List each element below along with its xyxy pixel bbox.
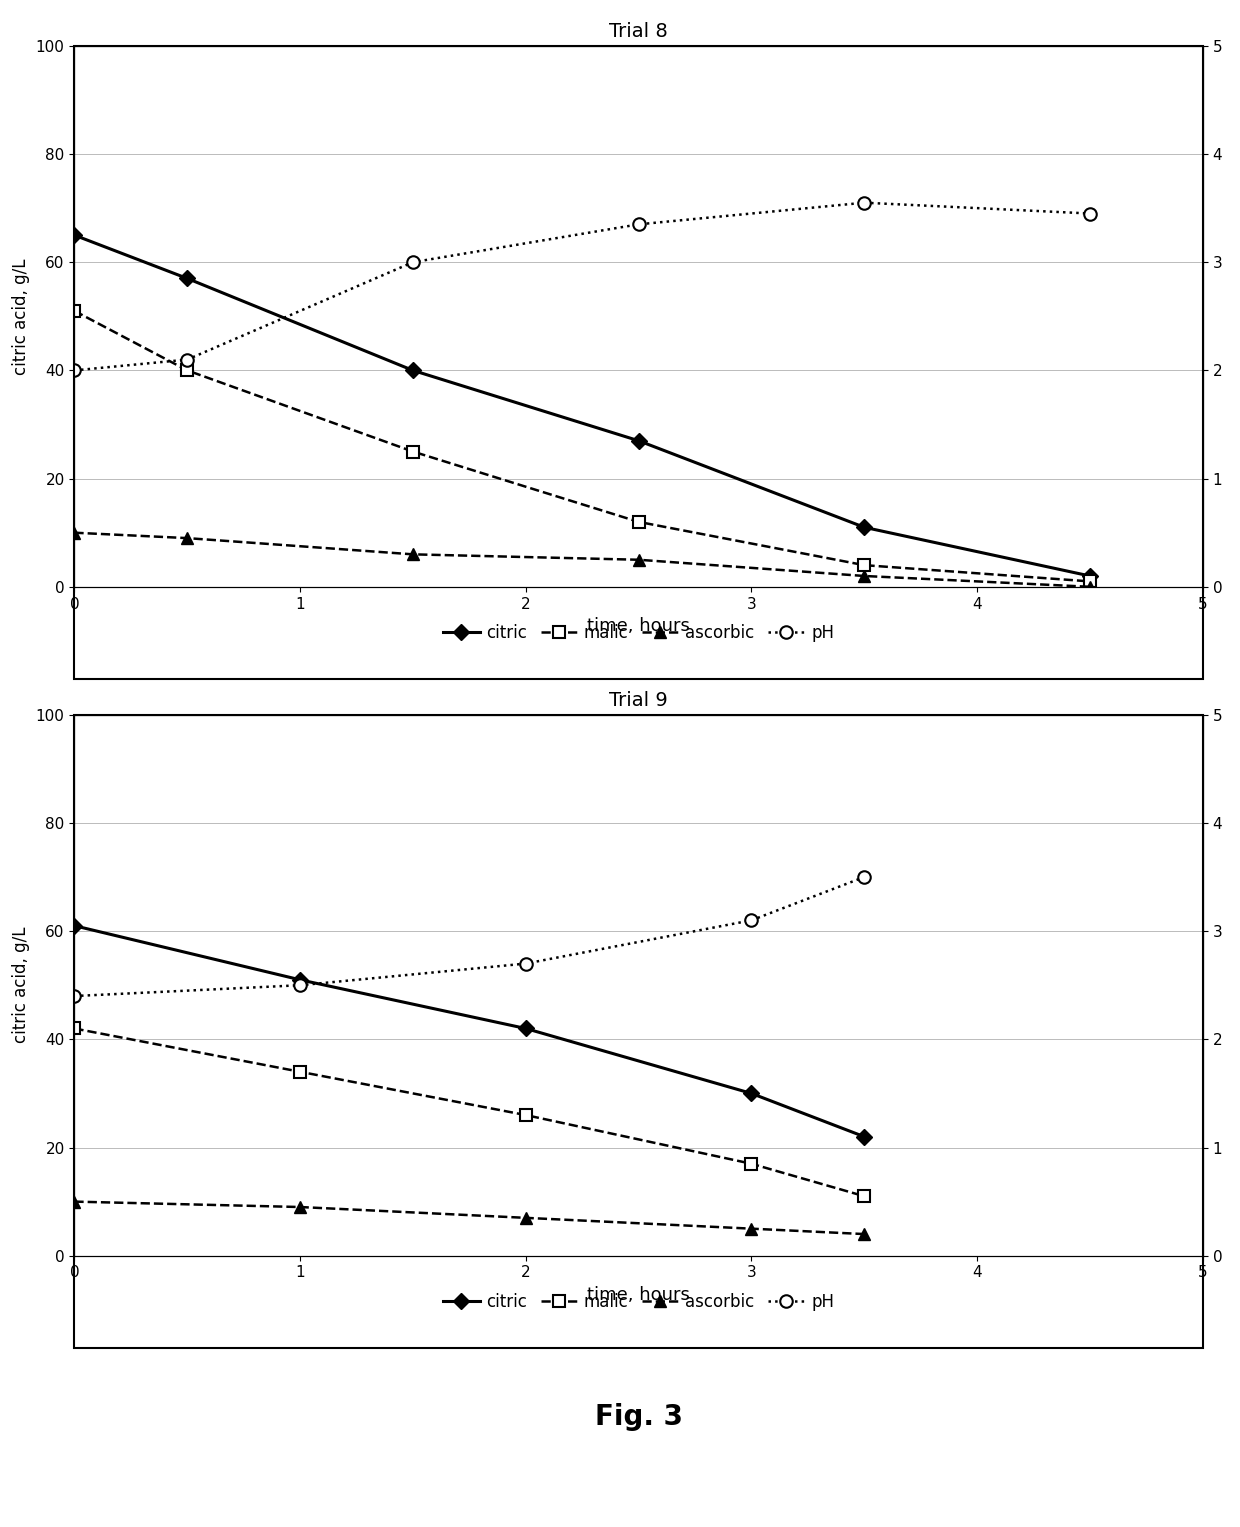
pH: [293, 976, 308, 994]
citric: [405, 362, 420, 380]
ascorbic: [631, 551, 646, 570]
pH: [405, 253, 420, 272]
malic: [67, 1020, 82, 1038]
pH: [631, 215, 646, 234]
citric: [631, 432, 646, 450]
pH: [180, 350, 195, 368]
Title: Trial 9: Trial 9: [609, 692, 668, 710]
Y-axis label: citric acid, g/L: citric acid, g/L: [12, 927, 30, 1043]
citric: [293, 971, 308, 989]
ascorbic: [518, 1209, 533, 1228]
Line: ascorbic: ascorbic: [69, 527, 1095, 592]
malic: [67, 302, 82, 321]
pH: [1083, 205, 1097, 223]
malic: [744, 1154, 759, 1173]
ascorbic: [857, 567, 872, 585]
malic: [857, 556, 872, 574]
citric: [67, 226, 82, 244]
Text: Fig. 3: Fig. 3: [595, 1402, 682, 1431]
ascorbic: [857, 1225, 872, 1243]
citric: [518, 1020, 533, 1038]
Line: malic: malic: [69, 305, 1095, 586]
ascorbic: [744, 1220, 759, 1238]
malic: [1083, 573, 1097, 591]
Line: citric: citric: [69, 921, 869, 1142]
citric: [180, 269, 195, 287]
malic: [180, 362, 195, 380]
pH: [857, 194, 872, 212]
X-axis label: time, hours: time, hours: [588, 1286, 689, 1304]
Line: citric: citric: [69, 229, 1095, 582]
ascorbic: [67, 1193, 82, 1211]
malic: [857, 1186, 872, 1205]
citric: [744, 1084, 759, 1102]
citric: [1083, 567, 1097, 585]
citric: [67, 916, 82, 935]
pH: [518, 954, 533, 973]
pH: [744, 912, 759, 930]
malic: [518, 1106, 533, 1124]
malic: [631, 513, 646, 531]
malic: [293, 1063, 308, 1081]
Y-axis label: citric acid, g/L: citric acid, g/L: [12, 258, 30, 374]
pH: [67, 986, 82, 1005]
malic: [405, 443, 420, 461]
ascorbic: [67, 524, 82, 542]
Line: pH: pH: [68, 870, 870, 1002]
Legend: citric, malic, ascorbic, pH: citric, malic, ascorbic, pH: [443, 625, 835, 641]
X-axis label: time, hours: time, hours: [588, 617, 689, 635]
Line: malic: malic: [69, 1023, 869, 1202]
citric: [857, 518, 872, 536]
ascorbic: [405, 545, 420, 563]
Line: ascorbic: ascorbic: [69, 1196, 869, 1240]
Line: pH: pH: [68, 197, 1096, 377]
ascorbic: [293, 1197, 308, 1215]
ascorbic: [180, 528, 195, 547]
citric: [857, 1127, 872, 1145]
Title: Trial 8: Trial 8: [609, 23, 668, 41]
Legend: citric, malic, ascorbic, pH: citric, malic, ascorbic, pH: [443, 1293, 835, 1310]
pH: [67, 362, 82, 380]
ascorbic: [1083, 577, 1097, 596]
pH: [857, 867, 872, 886]
